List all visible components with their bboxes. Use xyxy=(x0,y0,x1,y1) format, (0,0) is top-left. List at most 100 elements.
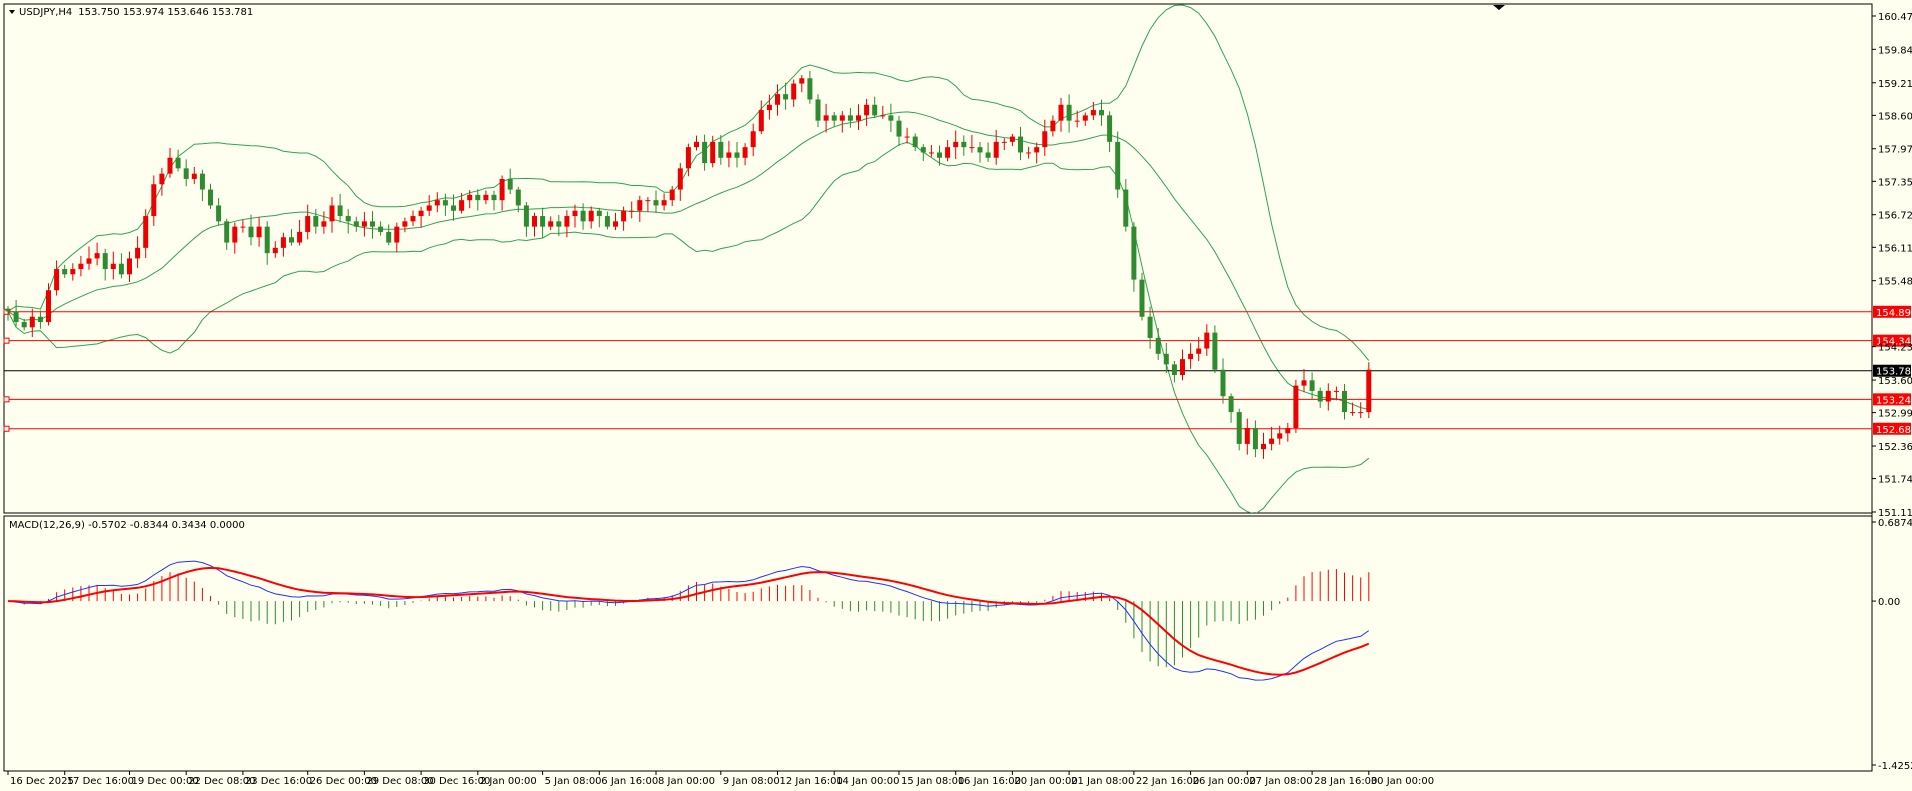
candle xyxy=(807,70,813,104)
candle xyxy=(183,159,189,187)
candle-body xyxy=(710,141,716,164)
signal-line xyxy=(7,566,1370,676)
time-tick-label: 16 Dec 2025 xyxy=(10,776,74,787)
candle xyxy=(572,204,578,228)
candle-body xyxy=(434,200,440,206)
candle-body xyxy=(1277,433,1283,439)
candle-body xyxy=(588,210,594,222)
candle-body xyxy=(475,194,481,201)
candle-body xyxy=(5,308,11,312)
candle-body xyxy=(1252,428,1258,450)
candle xyxy=(305,204,311,240)
price-tick-label: 155.480 xyxy=(1878,277,1912,288)
candle xyxy=(378,221,384,236)
candle-body xyxy=(1220,369,1226,397)
candle xyxy=(815,94,821,128)
candle-body xyxy=(118,263,124,275)
candle-body xyxy=(766,104,772,111)
candle xyxy=(191,167,197,185)
candle xyxy=(839,111,845,133)
candle xyxy=(864,98,870,126)
candle-body xyxy=(216,205,222,222)
candle xyxy=(726,140,732,168)
candle-body xyxy=(977,147,983,153)
candle xyxy=(937,145,942,166)
candle-body xyxy=(888,115,894,121)
candle-body xyxy=(46,290,51,323)
candle-body xyxy=(297,231,303,243)
time-tick-label: 15 Jan 08:00 xyxy=(901,776,964,787)
candle-body xyxy=(904,136,910,138)
price-axis: 160.475 159.846 159.215 158.600 157.970 157.3… xyxy=(1872,12,1912,772)
chart-title: USDJPY,H4 xyxy=(19,7,72,18)
candle xyxy=(289,229,294,246)
candle xyxy=(280,232,286,257)
macd-line xyxy=(7,560,1370,681)
chart-shift-marker-icon[interactable] xyxy=(1493,5,1505,10)
candle-body xyxy=(831,115,837,121)
candle-body xyxy=(1115,141,1121,190)
candle xyxy=(46,283,51,326)
candle-body xyxy=(750,131,756,148)
candle xyxy=(1325,383,1331,411)
time-tick-label: 14 Jan 00:00 xyxy=(836,776,899,787)
candle-body xyxy=(1082,115,1088,121)
macd-tick-label: 0.6874 xyxy=(1878,518,1912,529)
candle-body xyxy=(1293,385,1299,429)
time-tick-label: 30 Jan 00:00 xyxy=(1371,776,1434,787)
candle xyxy=(1277,425,1283,445)
candle-body xyxy=(718,141,724,158)
candle-body xyxy=(548,221,554,227)
candle xyxy=(775,84,780,116)
candle-body xyxy=(669,189,675,201)
candle xyxy=(613,213,618,231)
candle xyxy=(856,104,861,130)
macd-label: MACD(12,26,9) -0.5702 -0.8344 0.3434 0.0… xyxy=(9,520,245,531)
level-handle[interactable] xyxy=(3,337,10,344)
level-handle[interactable] xyxy=(3,425,10,432)
candle-body xyxy=(1269,438,1275,444)
candle xyxy=(750,123,756,157)
candle xyxy=(588,206,594,229)
candle xyxy=(993,129,999,165)
candle xyxy=(232,222,238,254)
candle xyxy=(21,318,27,331)
candle xyxy=(783,82,789,110)
candle-body xyxy=(1131,226,1137,280)
price-tick-label: 160.475 xyxy=(1878,12,1912,23)
candle xyxy=(361,212,367,237)
symbol-menu-icon[interactable] xyxy=(9,10,15,14)
candle-body xyxy=(775,94,780,105)
candle-body xyxy=(694,141,699,148)
level-price-tag xyxy=(1873,305,1911,318)
candle-body xyxy=(1001,141,1007,143)
candle xyxy=(758,100,764,135)
candle xyxy=(256,217,262,247)
price-tick-label: 157.970 xyxy=(1878,145,1912,156)
candle xyxy=(1034,142,1040,164)
candle-body xyxy=(815,99,821,121)
time-tick-label: 26 Jan 00:00 xyxy=(1193,776,1256,787)
candle xyxy=(880,105,886,119)
candle xyxy=(985,142,991,162)
level-price-tag xyxy=(1873,334,1911,347)
candle xyxy=(483,190,489,205)
candle xyxy=(1139,272,1145,321)
time-tick-label: 8 Jan 00:00 xyxy=(658,776,715,787)
current-price-tag xyxy=(1873,364,1911,377)
candle-body xyxy=(872,104,878,116)
candle xyxy=(847,107,853,128)
time-tick-label: 5 Jan 08:00 xyxy=(545,776,602,787)
candle-body xyxy=(621,210,627,222)
candle xyxy=(507,168,513,195)
candle xyxy=(977,141,983,163)
candle xyxy=(742,143,748,166)
candle xyxy=(945,140,951,162)
candle xyxy=(135,236,141,269)
candle xyxy=(580,203,586,230)
candle-body xyxy=(726,152,732,158)
level-handle[interactable] xyxy=(3,396,10,403)
candle-body xyxy=(629,210,635,212)
